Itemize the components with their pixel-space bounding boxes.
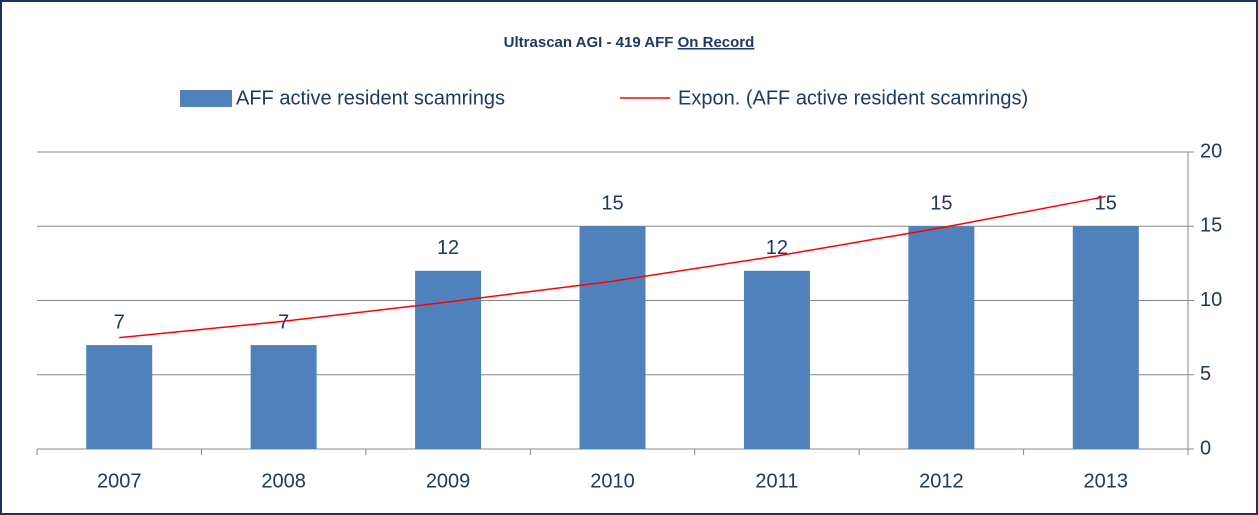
y-tick-label: 15 xyxy=(1200,215,1222,237)
data-label: 15 xyxy=(601,193,623,215)
x-tick-label: 2008 xyxy=(261,470,306,492)
bar xyxy=(908,226,975,449)
data-label: 15 xyxy=(1095,193,1117,215)
y-tick-label: 20 xyxy=(1200,140,1222,162)
data-label: 12 xyxy=(766,237,788,259)
y-tick-label: 0 xyxy=(1200,437,1211,459)
bar xyxy=(86,345,153,449)
bar xyxy=(579,226,646,449)
x-tick-label: 2009 xyxy=(426,470,471,492)
data-label: 12 xyxy=(437,237,459,259)
x-tick-label: 2010 xyxy=(590,470,635,492)
title-underlined: On Record xyxy=(678,34,755,51)
y-tick-label: 5 xyxy=(1200,363,1211,385)
x-tick-label: 2011 xyxy=(755,470,798,492)
bar xyxy=(743,270,810,449)
title-main: Ultrascan AGI - 419 AFF xyxy=(504,34,674,51)
legend-label: Expon. (AFF active resident scamrings) xyxy=(678,87,1028,109)
bar xyxy=(1072,226,1139,449)
chart-title: Ultrascan AGI - 419 AFF On Record xyxy=(504,34,755,51)
legend-label: AFF active resident scamrings xyxy=(236,87,505,109)
x-tick-label: 2007 xyxy=(97,470,142,492)
y-tick-label: 10 xyxy=(1200,289,1222,311)
bar xyxy=(415,270,482,449)
legend-swatch xyxy=(180,90,232,107)
data-label: 15 xyxy=(930,193,952,215)
data-label: 7 xyxy=(278,311,289,333)
x-tick-label: 2012 xyxy=(919,470,964,492)
data-label: 7 xyxy=(114,311,125,333)
x-tick-label: 2013 xyxy=(1084,470,1129,492)
trend-line xyxy=(119,195,1106,339)
bar xyxy=(250,345,317,449)
